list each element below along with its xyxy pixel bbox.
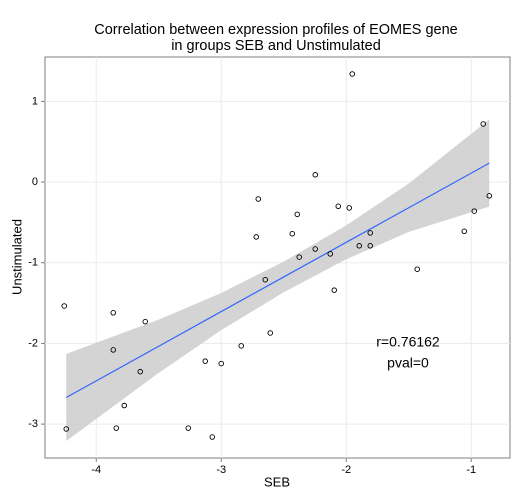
point <box>471 208 478 214</box>
point <box>335 203 342 210</box>
point <box>137 368 143 375</box>
y-tick-label: -2 <box>28 337 38 349</box>
point <box>63 426 70 432</box>
annotation: pval=0 <box>387 355 429 371</box>
point <box>480 121 487 127</box>
point <box>356 243 363 249</box>
point <box>110 310 116 316</box>
point <box>61 303 68 309</box>
point <box>202 358 208 364</box>
point <box>255 196 261 202</box>
y-tick-label: -1 <box>28 257 38 269</box>
y-tick-label: 0 <box>32 176 38 188</box>
point <box>185 425 191 431</box>
y-axis-label: Unstimulated <box>9 219 24 295</box>
x-tick-label: -1 <box>466 464 476 476</box>
y-tick-label: -3 <box>28 418 38 430</box>
point <box>121 402 127 409</box>
point <box>414 266 421 272</box>
chart-title: Correlation between expression profiles … <box>94 22 458 38</box>
point <box>110 347 116 353</box>
point <box>262 276 269 283</box>
point <box>346 205 353 211</box>
point <box>209 434 215 440</box>
point <box>289 230 296 237</box>
point <box>349 71 356 77</box>
point <box>253 234 259 240</box>
point <box>367 243 374 249</box>
point <box>296 254 303 260</box>
point <box>367 230 374 236</box>
point <box>294 211 301 218</box>
point <box>486 193 493 199</box>
point <box>218 360 224 367</box>
chart-title: in groups SEB and Unstimulated <box>171 38 381 54</box>
annotation: r=0.76162 <box>376 334 440 350</box>
x-axis-label: SEB <box>264 474 290 489</box>
x-tick-label: -2 <box>341 464 351 476</box>
point <box>113 425 119 431</box>
point <box>267 330 274 336</box>
x-tick-label: -4 <box>91 464 101 476</box>
point <box>142 318 148 325</box>
y-tick-label: 1 <box>32 95 38 107</box>
point <box>327 251 334 257</box>
point <box>238 343 244 349</box>
point <box>461 228 468 235</box>
x-tick-label: -3 <box>216 464 226 476</box>
point <box>331 287 338 293</box>
fit-line <box>65 162 490 399</box>
point <box>312 246 319 252</box>
point <box>312 172 319 178</box>
